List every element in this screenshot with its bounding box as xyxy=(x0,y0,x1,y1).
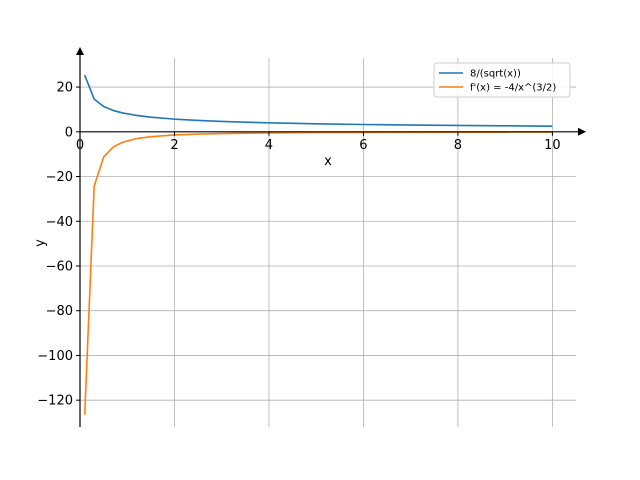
grid xyxy=(80,58,576,427)
y-tick-label: 0 xyxy=(65,125,73,140)
ticks: 0 2 4 6 8 10 20 0 −20 −40 −60 −80 −100 −120 xyxy=(37,81,560,409)
y-tick-label: −80 xyxy=(46,304,73,319)
x-tick-label: 4 xyxy=(265,138,273,153)
x-tick-label: 8 xyxy=(454,138,462,153)
x-tick-label: 10 xyxy=(544,138,561,153)
legend: 8/(sqrt(x)) f'(x) = -4/x^(3/2) xyxy=(433,62,571,98)
x-axis-arrow xyxy=(578,127,586,136)
y-tick-label: −120 xyxy=(37,394,73,409)
y-axis-arrow xyxy=(76,47,84,55)
y-tick-label: −20 xyxy=(46,170,73,185)
y-tick-label: −60 xyxy=(46,259,73,274)
x-axis-label: x xyxy=(324,154,332,169)
y-tick-label: 20 xyxy=(56,81,73,96)
x-tick-label: 0 xyxy=(76,138,84,153)
x-tick-label: 6 xyxy=(359,138,367,153)
series-line-2 xyxy=(83,131,553,415)
x-tick-label: 2 xyxy=(170,138,178,153)
legend-box xyxy=(433,62,571,98)
y-axis-label: y xyxy=(33,239,48,247)
series-line-1 xyxy=(83,74,553,127)
y-tick-label: −100 xyxy=(37,349,73,364)
series-lines xyxy=(83,74,553,415)
legend-label-1: 8/(sqrt(x)) xyxy=(470,69,521,80)
y-tick-label: −40 xyxy=(46,215,73,230)
legend-label-2: f'(x) = -4/x^(3/2) xyxy=(470,83,556,94)
axes xyxy=(76,47,586,427)
